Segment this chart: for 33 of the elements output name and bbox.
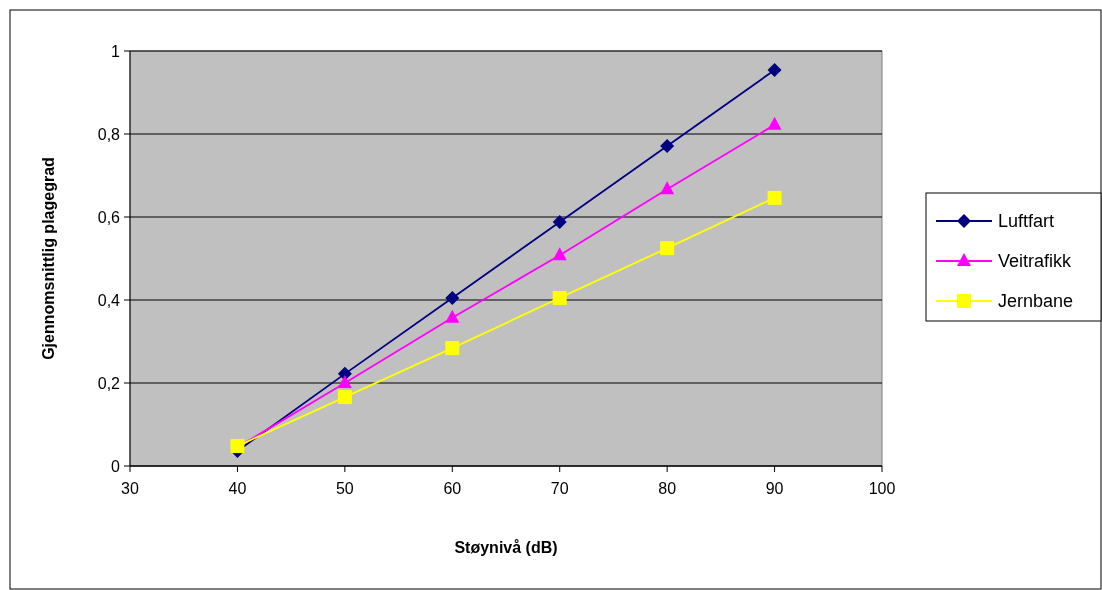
point bbox=[660, 241, 675, 256]
point bbox=[445, 341, 460, 356]
point bbox=[767, 63, 782, 78]
y-tick-label: 0,4 bbox=[97, 291, 121, 309]
point bbox=[767, 190, 782, 205]
legend-label: Veitrafikk bbox=[998, 251, 1073, 272]
y-tick-label: 0,8 bbox=[97, 125, 121, 143]
x-axis-title: Støynivå (dB) bbox=[454, 539, 558, 556]
x-tick-label: 30 bbox=[121, 480, 139, 497]
y-tick-label: 1 bbox=[111, 42, 121, 60]
x-tick-label: 70 bbox=[550, 480, 569, 497]
point bbox=[660, 181, 675, 195]
y-tick-label: 0,6 bbox=[97, 208, 121, 226]
legend-label: Jernbane bbox=[998, 291, 1074, 312]
y-axis-title: Gjennomsnittlig plagegrad bbox=[40, 157, 57, 360]
y-tick-label: 0,2 bbox=[97, 374, 121, 392]
point bbox=[660, 139, 675, 154]
point bbox=[552, 290, 567, 305]
point bbox=[552, 247, 567, 261]
legend-label: Luftfart bbox=[998, 211, 1055, 232]
point bbox=[445, 309, 460, 323]
x-tick-label: 90 bbox=[765, 480, 784, 497]
x-tick-label: 80 bbox=[658, 480, 677, 497]
x-tick-label: 40 bbox=[228, 480, 247, 497]
point bbox=[337, 375, 352, 388]
point bbox=[445, 290, 460, 305]
y-tick-label: 0 bbox=[111, 457, 121, 475]
point bbox=[337, 390, 352, 405]
point bbox=[552, 214, 567, 229]
x-tick-label: 50 bbox=[335, 480, 354, 497]
x-tick-label: 60 bbox=[443, 480, 462, 497]
x-tick-label: 100 bbox=[868, 480, 896, 497]
point bbox=[767, 116, 782, 130]
